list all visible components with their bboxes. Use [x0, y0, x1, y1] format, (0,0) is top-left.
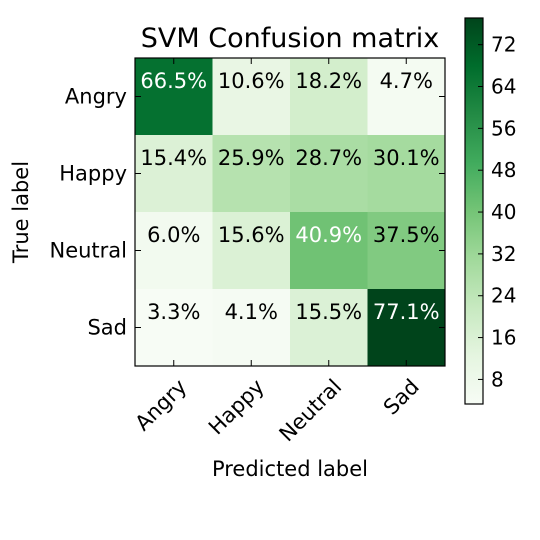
heatmap-cell — [290, 135, 368, 213]
cell-value-label: 15.6% — [218, 223, 285, 247]
chart-title: SVM Confusion matrix — [141, 23, 439, 54]
heatmap-cell — [367, 58, 446, 136]
plot-frame — [134, 57, 446, 367]
x-tick-label: Neutral — [275, 375, 347, 447]
cell-value-label: 30.1% — [373, 146, 440, 170]
y-axis-label: True label — [9, 161, 33, 264]
heatmap-cells: 66.5% 10.6% 18.2% 4.7% 15.4% 25.9% 28.7% 30.1% 6… — [135, 58, 446, 367]
heatmap-cell — [135, 289, 213, 367]
y-tick-label: Sad — [87, 316, 127, 340]
cell-value-label: 28.7% — [295, 146, 362, 170]
heatmap-cell — [212, 58, 291, 136]
cell-value-label: 10.6% — [218, 69, 285, 93]
y-axis-ticks: Angry Happy Neutral Sad — [49, 85, 445, 340]
heatmap-cell — [135, 212, 213, 290]
x-tick-label: Happy — [204, 375, 269, 440]
heatmap-cell — [290, 289, 368, 367]
cell-value-label: 66.5% — [140, 69, 207, 93]
colorbar-ticks: 8 16 24 32 40 48 56 64 72 — [478, 33, 516, 391]
colorbar-tick-label: 40 — [491, 200, 516, 224]
y-tick-label: Happy — [59, 162, 127, 186]
heatmap-cell — [367, 289, 446, 367]
cell-value-label: 77.1% — [373, 300, 440, 324]
cell-value-label: 25.9% — [218, 146, 285, 170]
heatmap-cell — [135, 135, 213, 213]
cell-value-label: 6.0% — [147, 223, 200, 247]
colorbar-tick-label: 48 — [491, 158, 516, 182]
x-tick-label: Angry — [130, 375, 191, 436]
heatmap-cell — [290, 58, 368, 136]
cell-value-label: 18.2% — [295, 69, 362, 93]
heatmap-cell — [212, 212, 291, 290]
cell-value-label: 15.5% — [295, 300, 362, 324]
colorbar — [464, 17, 484, 405]
colorbar-tick-label: 56 — [491, 116, 516, 140]
cell-value-label: 3.3% — [147, 300, 200, 324]
heatmap-cell — [367, 212, 446, 290]
cell-value-label: 40.9% — [295, 223, 362, 247]
colorbar-tick-label: 64 — [491, 75, 516, 99]
heatmap-cell — [212, 289, 291, 367]
colorbar-tick-label: 72 — [491, 33, 516, 57]
cell-value-label: 37.5% — [373, 223, 440, 247]
cell-value-label: 15.4% — [140, 146, 207, 170]
y-tick-label: Neutral — [49, 239, 127, 263]
heatmap-cell — [290, 212, 368, 290]
y-tick-label: Angry — [65, 85, 127, 109]
colorbar-tick-label: 24 — [491, 284, 516, 308]
heatmap-cell — [212, 135, 291, 213]
x-axis-label: Predicted label — [212, 457, 368, 481]
cell-value-label: 4.7% — [380, 69, 433, 93]
heatmap-cell — [367, 135, 446, 213]
heatmap-cell — [135, 58, 213, 136]
colorbar-tick-label: 16 — [491, 326, 516, 350]
colorbar-tick-label: 8 — [491, 367, 504, 391]
cell-value-label: 4.1% — [225, 300, 278, 324]
x-tick-label: Sad — [379, 375, 424, 420]
colorbar-tick-label: 32 — [491, 242, 516, 266]
